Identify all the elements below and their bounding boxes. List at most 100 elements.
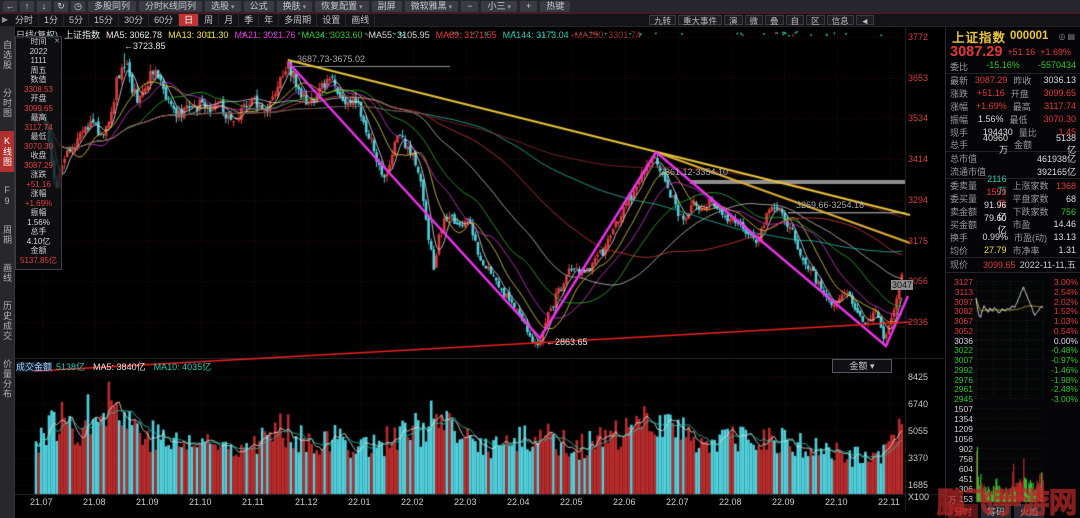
sidebar-item-周期[interactable]: 周期 (2, 225, 12, 245)
ma-value-2: MA13: 3011.30 (168, 30, 229, 40)
quote-value: 1.45 (1058, 127, 1076, 137)
now-value: 3099.65 (983, 259, 1016, 270)
tip-line-20: 1.56% (27, 217, 50, 227)
quote-label: 涨跌 (950, 88, 969, 99)
weibi-row: 委比 -15.16% -5570434 (946, 60, 1080, 74)
quote-label: 委卖量 (950, 181, 978, 192)
quote-row-15: 均价 27.79 市净率 1.31 (946, 244, 1080, 257)
volume-axis-label: 6740 (908, 399, 929, 409)
time-axis-label: 22.06 (613, 497, 636, 507)
sidebar-item-分时图[interactable]: 分时图 (2, 88, 12, 118)
quote-row-4: 振幅 1.56% 最低 3070.30 (946, 113, 1080, 126)
mini-volume-label: 306 (958, 484, 973, 494)
weibi-label: 委比 (950, 62, 969, 72)
volume-axis-label: 3370 (908, 453, 929, 463)
tip-line-6: 3308.53 (24, 84, 53, 94)
mini-volume-label: 902 (958, 444, 973, 454)
mini-pct-label: -1.46% (1051, 364, 1078, 375)
mini-price-label: 2945 (954, 394, 973, 404)
quote-label: 卖金额 (950, 207, 978, 218)
weibi-value: -15.16% (986, 60, 1020, 70)
quote-value: 3036.13 (1043, 75, 1076, 86)
sidebar-item-K线图[interactable]: K线图 (0, 131, 14, 172)
index-name[interactable]: 上证指数 (952, 30, 1007, 45)
quote-label: 最高 (1012, 101, 1031, 112)
divider (946, 151, 1080, 153)
quote-full-row-2: 流通市值 392165亿 (946, 165, 1080, 178)
volume-axis-label: 5055 (908, 426, 929, 436)
ma-value-4: MA34: 3033.60 (301, 30, 363, 40)
chart-annotation-1: ←3723.85 (124, 41, 166, 51)
quote-row-6: 总手 40960万 金额 5138亿 (946, 133, 1080, 155)
price-axis-label: 3534 (908, 113, 929, 124)
quote-row-12: 卖金额 91.96亿 下跌家数 756 (946, 200, 1080, 222)
quote-row-13: 买金额 79.60亿 市盈 14.46 (946, 213, 1080, 235)
mini-tab-分时[interactable]: 分时 (948, 504, 979, 518)
time-axis-label: 22.05 (560, 497, 583, 507)
mini-chart-tabs: 分时 筹码 火焰 (948, 504, 1045, 518)
sidebar-item-历史成交[interactable]: 历史成交 (2, 301, 12, 341)
mini-volume-label: 451 (958, 474, 973, 484)
quote-value: 756 (1060, 206, 1076, 217)
mini-price-label: 2976 (954, 374, 973, 385)
sidebar-item-F9[interactable]: F9 (2, 185, 12, 207)
volume-metric-select[interactable]: 金额 ▾ (832, 359, 892, 373)
price-change: +51.16 (1007, 47, 1036, 57)
quote-panel: 上证指数 000001 ◎▤ 3087.29 +51.16 +1.69% 委比 … (945, 27, 1080, 518)
quote-price-row: 3087.29 +51.16 +1.69% (946, 44, 1080, 60)
mini-volume-label: 1056 (954, 434, 973, 444)
time-axis-label: 21.11 (242, 497, 264, 507)
mini-pct-label: -0.48% (1051, 345, 1078, 356)
quote-value: 5138亿 (1055, 133, 1076, 156)
mini-pct-label: -3.00% (1051, 394, 1078, 404)
mini-volume-label: 153 (958, 494, 973, 504)
quote-header-icons[interactable]: ◎▤ (1058, 32, 1077, 41)
time-axis-label: 22.11 (878, 497, 900, 507)
sidebar-item-自选股[interactable]: 自选股 (2, 40, 12, 70)
price-axis-label: 3294 (908, 194, 929, 205)
quote-detail-rows: 最新 3087.29 昨收 3036.13 涨跌 +51.16 开盘 3099.65 涨幅 +1.… (946, 74, 1080, 257)
quote-row-3: 涨幅 +1.69% 最高 3117.74 (946, 100, 1080, 113)
quote-label: 总市值 (950, 154, 978, 165)
quote-label: 金额 (1014, 140, 1033, 151)
quote-value: 3099.65 (1043, 88, 1076, 99)
mini-tab-筹码[interactable]: 筹码 (981, 504, 1012, 518)
sidebar-item-价量分布[interactable]: 价量分布 (2, 359, 12, 399)
close-icon[interactable]: ✕ (54, 38, 60, 45)
left-sidebar: 自选股分时图 K线图 F9 周期画线历史成交价量分布 (0, 27, 15, 518)
time-axis-label: 22.03 (454, 497, 477, 507)
mini-pct-label: 1.52% (1053, 306, 1078, 317)
tip-line-14: 3087.29 (24, 160, 53, 170)
kline-mode: 日线(复权) (16, 30, 58, 40)
tip-line-16: +51.16 (26, 179, 51, 189)
quote-label: 上涨家数 (1012, 181, 1049, 192)
mini-price-label: 3036 (954, 335, 973, 346)
compare-icon[interactable]: ◎ (1058, 31, 1068, 41)
mini-pct-label: 0.54% (1053, 325, 1078, 336)
weicha-value: -5570434 (1037, 60, 1076, 70)
quote-label: 市盈(动) (1014, 232, 1048, 243)
mini-price-label: 2961 (954, 384, 973, 395)
quote-row-5: 现手 194430 量比 1.45 (946, 126, 1080, 139)
layout-icon[interactable]: ▤ (1067, 31, 1077, 41)
tip-line-4: 周五 (30, 65, 47, 75)
tip-line-1: 时间 (30, 37, 47, 46)
mini-tab-火焰[interactable]: 火焰 (1014, 504, 1045, 518)
sidebar-item-画线[interactable]: 画线 (2, 263, 12, 283)
quote-label: 振幅 (950, 114, 969, 125)
quote-label: 流通市值 (950, 167, 987, 178)
quote-value: 14.46 (1053, 219, 1076, 230)
time-axis-label: 22.07 (666, 497, 689, 507)
mini-price-label: 3097 (954, 296, 973, 307)
quote-value: 3117.74 (1044, 101, 1076, 112)
quote-row-14: 换手 0.99% 市盈(动) 13.13 (946, 231, 1080, 244)
mini-pct-label: 1.03% (1053, 316, 1078, 326)
volume-axis-label: 8425 (908, 372, 929, 382)
quote-label: 市盈 (1012, 219, 1031, 230)
tip-line-3: 1111 (30, 56, 47, 65)
quote-value: 1559万 (986, 187, 1007, 210)
mini-pct-label: -1.98% (1051, 374, 1078, 385)
mini-pct-label: 2.02% (1053, 296, 1078, 307)
volume-axis-label: 1685 (908, 480, 929, 490)
